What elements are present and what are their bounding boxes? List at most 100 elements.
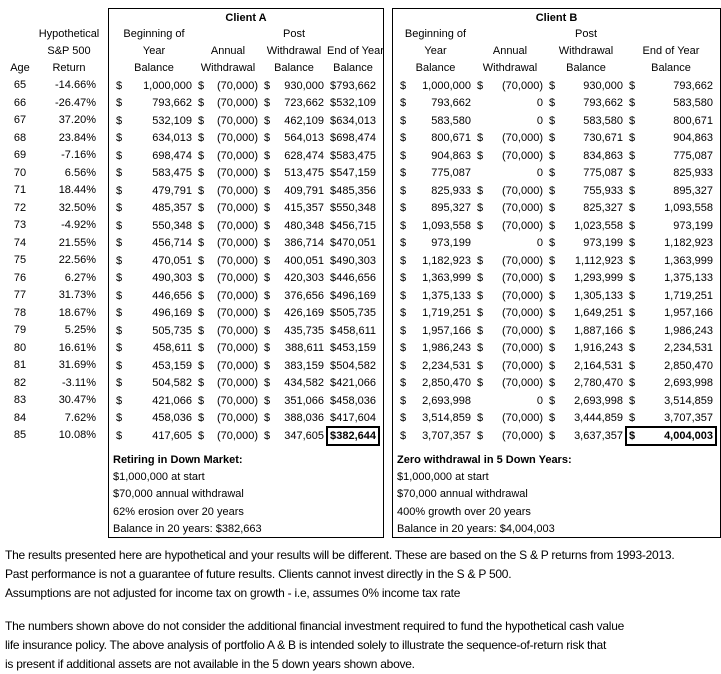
amount: 421,066: [336, 377, 376, 390]
age-cell: 75: [13, 254, 27, 266]
amount: 504,582: [336, 359, 376, 372]
money-cell: $564,013: [261, 130, 327, 148]
disclaimer-line: life insurance policy. The above analysi…: [5, 638, 607, 652]
amount: (70,000): [217, 167, 258, 180]
age-cell: 83: [13, 394, 27, 406]
age-cell: 65: [13, 79, 27, 91]
age-cell: 78: [13, 306, 27, 319]
amount: (70,000): [217, 237, 258, 250]
dollar-sign: $: [629, 394, 636, 407]
amount: 388,036: [284, 412, 324, 425]
money-cell: $1,375,133: [397, 287, 474, 305]
money-cell: $ (70,000): [474, 270, 546, 288]
amount: (70,000): [217, 114, 258, 127]
dollar-sign: $: [330, 324, 337, 337]
client-a-summary-title: Retiring in Down Market:: [113, 453, 243, 466]
dollar-sign: $: [330, 342, 337, 355]
money-cell: $470,051: [113, 252, 195, 270]
money-cell: $453,159: [113, 357, 195, 375]
amount: (70,000): [502, 79, 543, 92]
money-cell: $1,182,923: [626, 235, 716, 253]
amount: 2,693,998: [422, 394, 471, 407]
amount: 583,580: [431, 114, 471, 127]
money-cell: $ (70,000): [195, 357, 261, 375]
amount: (70,000): [502, 202, 543, 215]
amount: 775,087: [431, 167, 471, 180]
money-cell: 0: [474, 95, 546, 113]
return-cell: 5.25%: [64, 324, 96, 336]
client-b-panel: Client B Beginning of Post Year Annual Withd…: [392, 8, 721, 538]
money-cell: $3,637,357: [546, 427, 626, 445]
money-cell: $532,109: [113, 112, 195, 130]
return-cell: -3.11%: [61, 376, 96, 389]
amount: 628,474: [284, 149, 324, 162]
dollar-sign: $: [264, 412, 271, 425]
return-cell: 16.61%: [58, 341, 96, 354]
amount: 426,169: [284, 307, 324, 320]
disclaimer-paragraph-1: The results presented here are hypotheti…: [0, 546, 721, 603]
money-cell: $ (70,000): [474, 130, 546, 148]
money-cell: $825,327: [546, 200, 626, 218]
disclaimer-line: The results presented here are hypotheti…: [5, 548, 675, 562]
amount: 386,714: [284, 237, 324, 250]
client-a-title: Client A: [225, 12, 267, 24]
amount: (70,000): [217, 412, 258, 425]
return-cell: 10.08%: [58, 429, 96, 441]
money-cell: $504,582: [327, 357, 379, 375]
amount: 504,582: [152, 377, 192, 390]
amount: 793,662: [152, 97, 192, 110]
client-b-summary: Zero withdrawal in 5 Down Years: $1,000,…: [397, 452, 716, 539]
amount: (70,000): [502, 324, 543, 337]
amount: 550,348: [152, 219, 192, 232]
dollar-sign: $: [330, 377, 337, 390]
disclaimer-line: Assumptions are not adjusted for income …: [5, 586, 461, 600]
dollar-sign: $: [629, 254, 636, 267]
return-cell: 32.50%: [58, 201, 96, 214]
column-header: Balance: [651, 62, 691, 74]
money-cell: $583,580: [626, 95, 716, 113]
disclaimer-line: The numbers shown above do not consider …: [5, 619, 625, 633]
dollar-sign: $: [330, 272, 337, 285]
return-cell: 6.56%: [64, 166, 96, 179]
dollar-sign: $: [264, 219, 271, 232]
money-cell: $793,662: [397, 95, 474, 113]
dollar-sign: $: [629, 359, 636, 372]
money-cell: $3,514,859: [397, 410, 474, 428]
money-cell: $2,780,470: [546, 375, 626, 393]
dollar-sign: $: [629, 149, 636, 162]
dollar-sign: $: [477, 272, 484, 285]
dollar-sign: $: [116, 289, 123, 302]
age-cell: 67: [13, 114, 27, 126]
amount: 1,957,166: [422, 324, 471, 337]
column-header: Withdrawal: [200, 62, 256, 74]
client-a-summary: Retiring in Down Market: $1,000,000 at s…: [113, 452, 379, 539]
amount: (70,000): [502, 272, 543, 285]
amount: 480,348: [284, 219, 324, 232]
amount: 1,986,243: [664, 324, 713, 337]
return-cell: -4.92%: [61, 219, 96, 231]
column-header: [626, 26, 716, 43]
dollar-sign: $: [549, 114, 556, 127]
amount: 417,604: [336, 412, 376, 425]
amount: 1,182,923: [664, 237, 713, 250]
money-cell: $347,605: [261, 427, 327, 445]
amount: 634,013: [336, 114, 376, 127]
money-cell: $386,714: [261, 235, 327, 253]
money-cell: $ (70,000): [195, 147, 261, 165]
money-cell: $504,582: [113, 375, 195, 393]
amount: 904,863: [431, 149, 471, 162]
money-cell: $ (70,000): [474, 427, 546, 445]
money-cell: $383,159: [261, 357, 327, 375]
money-cell: $904,863: [626, 130, 716, 148]
amount: (70,000): [217, 79, 258, 92]
client-b-title: Client B: [535, 12, 578, 24]
money-cell: $479,791: [113, 182, 195, 200]
money-cell: $ (70,000): [195, 200, 261, 218]
dollar-sign: $: [198, 289, 205, 302]
dollar-sign: $: [116, 342, 123, 355]
column-header: [327, 26, 379, 43]
amount: 3,637,357: [574, 429, 623, 442]
age-return-grid: Hypothetical S&P 500 Age Return 65 -14.66% 66 -…: [4, 26, 104, 445]
money-cell: $583,580: [546, 112, 626, 130]
dollar-sign: $: [400, 289, 407, 302]
